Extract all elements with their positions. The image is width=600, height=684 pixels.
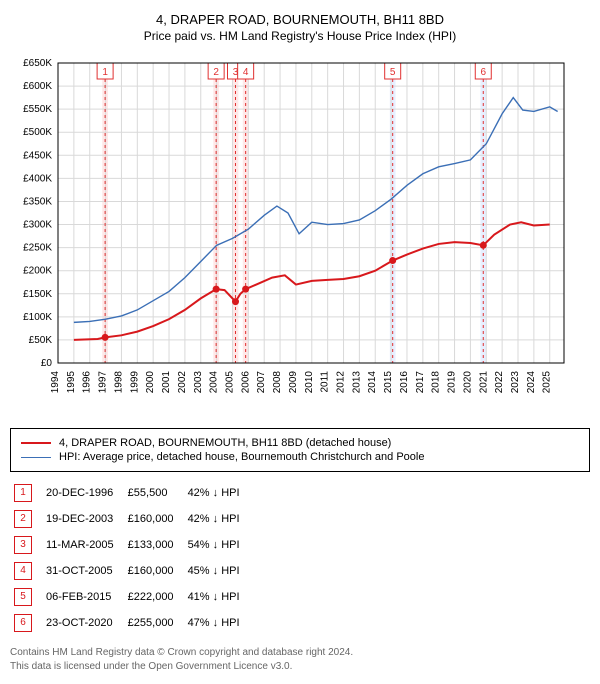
page-subtitle: Price paid vs. HM Land Registry's House …: [10, 29, 590, 43]
sales-table: 1 20-DEC-1996£55,50042% ↓ HPI 2 19-DEC-2003…: [14, 480, 254, 636]
svg-text:2013: 2013: [351, 371, 362, 394]
sale-date: 20-DEC-1996: [46, 480, 128, 506]
svg-text:£450K: £450K: [23, 150, 52, 161]
svg-text:2020: 2020: [462, 371, 473, 394]
table-row: 5 06-FEB-2015£222,00041% ↓ HPI: [14, 584, 254, 610]
sale-marker: 6: [14, 614, 32, 632]
table-row: 1 20-DEC-1996£55,50042% ↓ HPI: [14, 480, 254, 506]
svg-text:1998: 1998: [113, 371, 124, 394]
page-title: 4, DRAPER ROAD, BOURNEMOUTH, BH11 8BD: [10, 12, 590, 27]
legend-label: HPI: Average price, detached house, Bour…: [59, 451, 424, 463]
footer-line: This data is licensed under the Open Gov…: [10, 660, 590, 674]
svg-text:£0: £0: [41, 358, 53, 369]
svg-text:£100K: £100K: [23, 312, 52, 323]
svg-text:2004: 2004: [209, 371, 220, 394]
svg-text:1997: 1997: [98, 371, 109, 394]
table-row: 6 23-OCT-2020£255,00047% ↓ HPI: [14, 610, 254, 636]
chart-container: £0 £50K £100K £150K £200K £250K £300K £350K £400…: [10, 53, 590, 418]
sale-marker: 3: [14, 536, 32, 554]
sale-delta: 42% ↓ HPI: [188, 506, 254, 532]
sale-price: £160,000: [128, 558, 188, 584]
svg-text:1999: 1999: [129, 371, 140, 394]
svg-text:2012: 2012: [336, 371, 347, 394]
svg-text:1995: 1995: [66, 371, 77, 394]
svg-text:£50K: £50K: [29, 335, 53, 346]
legend-row: HPI: Average price, detached house, Bour…: [21, 451, 579, 463]
svg-text:2018: 2018: [431, 371, 442, 394]
sale-price: £255,000: [128, 610, 188, 636]
sale-date: 23-OCT-2020: [46, 610, 128, 636]
footer: Contains HM Land Registry data © Crown c…: [10, 646, 590, 674]
svg-text:6: 6: [480, 67, 486, 78]
svg-text:£500K: £500K: [23, 127, 52, 138]
svg-text:2015: 2015: [383, 371, 394, 394]
legend: 4, DRAPER ROAD, BOURNEMOUTH, BH11 8BD (d…: [10, 428, 590, 472]
svg-text:2000: 2000: [145, 371, 156, 394]
sale-price: £160,000: [128, 506, 188, 532]
svg-text:£650K: £650K: [23, 58, 52, 69]
svg-text:2021: 2021: [478, 371, 489, 394]
svg-text:2025: 2025: [542, 371, 553, 394]
svg-text:£300K: £300K: [23, 220, 52, 231]
svg-text:2003: 2003: [193, 371, 204, 394]
svg-text:5: 5: [390, 67, 396, 78]
sale-marker: 5: [14, 588, 32, 606]
table-row: 4 31-OCT-2005£160,00045% ↓ HPI: [14, 558, 254, 584]
svg-text:1996: 1996: [82, 371, 93, 394]
svg-text:£250K: £250K: [23, 243, 52, 254]
sale-delta: 54% ↓ HPI: [188, 532, 254, 558]
price-chart: £0 £50K £100K £150K £200K £250K £300K £350K £400…: [10, 53, 570, 413]
svg-text:2006: 2006: [240, 371, 251, 394]
svg-text:2017: 2017: [415, 371, 426, 394]
svg-text:2007: 2007: [256, 371, 267, 394]
sale-date: 19-DEC-2003: [46, 506, 128, 532]
sale-price: £222,000: [128, 584, 188, 610]
table-row: 2 19-DEC-2003£160,00042% ↓ HPI: [14, 506, 254, 532]
sale-marker: 2: [14, 510, 32, 528]
sale-delta: 42% ↓ HPI: [188, 480, 254, 506]
svg-text:2024: 2024: [526, 371, 537, 394]
sale-price: £55,500: [128, 480, 188, 506]
svg-text:1: 1: [102, 67, 108, 78]
svg-text:2005: 2005: [224, 371, 235, 394]
svg-text:2008: 2008: [272, 371, 283, 394]
footer-line: Contains HM Land Registry data © Crown c…: [10, 646, 590, 660]
sale-date: 31-OCT-2005: [46, 558, 128, 584]
svg-text:£200K: £200K: [23, 266, 52, 277]
svg-text:£150K: £150K: [23, 289, 52, 300]
svg-text:2: 2: [213, 67, 219, 78]
sale-date: 06-FEB-2015: [46, 584, 128, 610]
svg-text:2019: 2019: [447, 371, 458, 394]
svg-text:2023: 2023: [510, 371, 521, 394]
sale-marker: 1: [14, 484, 32, 502]
sale-delta: 47% ↓ HPI: [188, 610, 254, 636]
svg-text:2014: 2014: [367, 371, 378, 394]
svg-text:2011: 2011: [320, 371, 331, 393]
svg-text:£600K: £600K: [23, 81, 52, 92]
sale-date: 11-MAR-2005: [46, 532, 128, 558]
svg-text:2002: 2002: [177, 371, 188, 394]
legend-row: 4, DRAPER ROAD, BOURNEMOUTH, BH11 8BD (d…: [21, 437, 579, 449]
svg-text:2010: 2010: [304, 371, 315, 394]
svg-text:2001: 2001: [161, 371, 172, 394]
legend-label: 4, DRAPER ROAD, BOURNEMOUTH, BH11 8BD (d…: [59, 437, 391, 449]
table-row: 3 11-MAR-2005£133,00054% ↓ HPI: [14, 532, 254, 558]
sale-marker: 4: [14, 562, 32, 580]
svg-text:2022: 2022: [494, 371, 505, 394]
svg-text:2016: 2016: [399, 371, 410, 394]
sale-price: £133,000: [128, 532, 188, 558]
svg-text:1994: 1994: [50, 371, 61, 394]
svg-text:2009: 2009: [288, 371, 299, 394]
legend-swatch: [21, 457, 51, 458]
svg-text:£400K: £400K: [23, 173, 52, 184]
sale-delta: 45% ↓ HPI: [188, 558, 254, 584]
sale-delta: 41% ↓ HPI: [188, 584, 254, 610]
legend-swatch: [21, 442, 51, 444]
svg-text:£550K: £550K: [23, 104, 52, 115]
svg-text:4: 4: [243, 67, 249, 78]
svg-text:£350K: £350K: [23, 196, 52, 207]
